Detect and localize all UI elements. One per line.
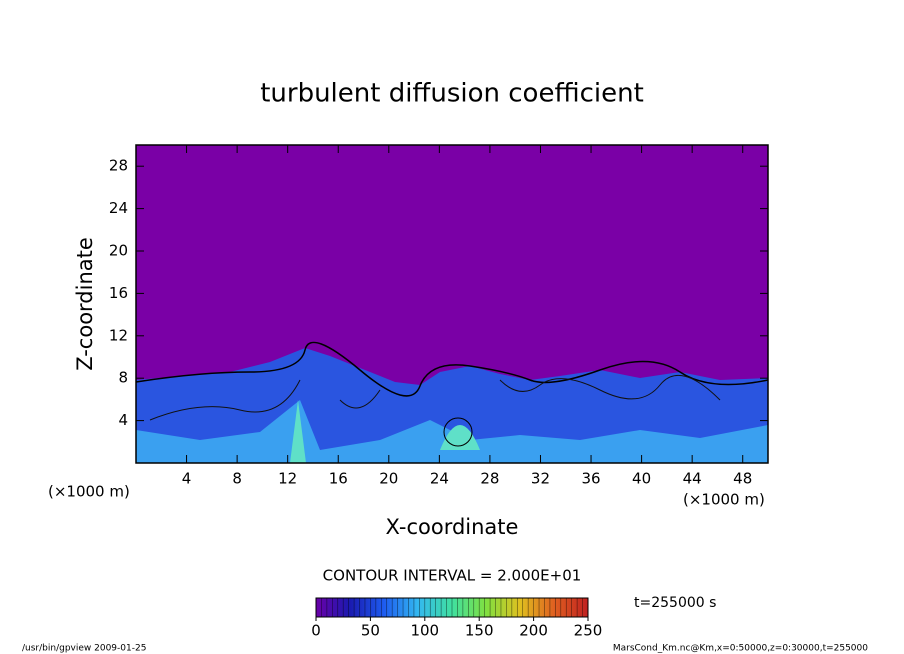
x-tick-label: 20 [379,470,398,488]
x-tick-label: 12 [278,470,297,488]
x-unit-label: (×1000 m) [683,491,765,509]
x-tick-label: 44 [683,470,702,488]
x-tick-label: 36 [581,470,600,488]
colorbar-tick-label: 0 [311,622,321,640]
footer-right: MarsCond_Km.nc@Km,x=0:50000,z=0:30000,t=… [613,644,868,654]
x-tick-label: 48 [733,470,752,488]
colorbar-tick-label: 250 [574,622,603,640]
y-tick-label: 16 [109,284,128,302]
y-axis-label: Z-coordinate [73,237,97,371]
x-tick-label: 24 [430,470,449,488]
y-tick-label: 28 [109,157,128,175]
contour-line [149,375,721,421]
y-tick-label: 4 [118,411,128,429]
plot-frame [135,144,769,464]
x-tick-label: 4 [182,470,192,488]
x-tick-label: 16 [329,470,348,488]
x-axis-label: X-coordinate [386,515,519,539]
colorbar-tick-label: 50 [361,622,380,640]
x-tick-label: 28 [480,470,499,488]
y-unit-label: (×1000 m) [48,483,130,501]
footer-left: /usr/bin/gpview 2009-01-25 [22,644,146,654]
colorbar-stripes [321,598,583,617]
colorbar-tick-label: 150 [465,622,494,640]
x-tick-label: 32 [531,470,550,488]
y-tick-label: 12 [109,326,128,344]
colorbar-tick-label: 100 [410,622,439,640]
x-tick-label: 40 [632,470,651,488]
y-tick-label: 24 [109,199,128,217]
time-label: t=255000 s [634,595,716,611]
y-tick-label: 8 [118,369,128,387]
contour-field [136,341,768,463]
x-tick-label: 8 [232,470,242,488]
contour-interval: CONTOUR INTERVAL = 2.000E+01 [323,567,582,585]
contour-line [443,417,473,447]
y-tick-label: 20 [109,242,128,260]
contour-line [136,341,768,397]
chart-title: turbulent diffusion coefficient [260,79,644,109]
colorbar-tick-label: 200 [519,622,548,640]
